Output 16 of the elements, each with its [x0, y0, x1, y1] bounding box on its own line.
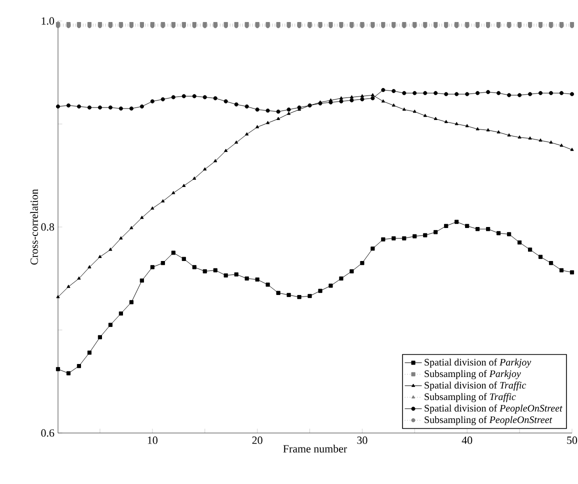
y-tick-label: 1.0 — [42, 17, 54, 25]
x-tick-label: 20 — [252, 436, 262, 444]
y-tick-label: 0.8 — [41, 223, 54, 231]
legend-label: Spatial division of Parkjoy — [424, 358, 532, 368]
y-tick-label: 0.6 — [41, 429, 54, 437]
x-tick-label: 30 — [357, 436, 368, 444]
x-tick-label: 10 — [148, 436, 158, 444]
legend-label: Subsampling of Parkjoy — [424, 370, 521, 380]
y-axis-title: Cross-correlation — [30, 189, 38, 265]
x-axis-title: Frame number — [283, 444, 347, 452]
x-tick-label: 50 — [567, 436, 578, 444]
legend-label: Subsampling of Traffic — [424, 392, 516, 402]
legend-label: Subsampling of PeopleOnStreet — [424, 416, 552, 426]
x-tick-label: 40 — [462, 436, 472, 444]
legend-label: Spatial division of PeopleOnStreet — [424, 404, 562, 414]
legend-label: Spatial division of Traffic — [424, 381, 526, 391]
